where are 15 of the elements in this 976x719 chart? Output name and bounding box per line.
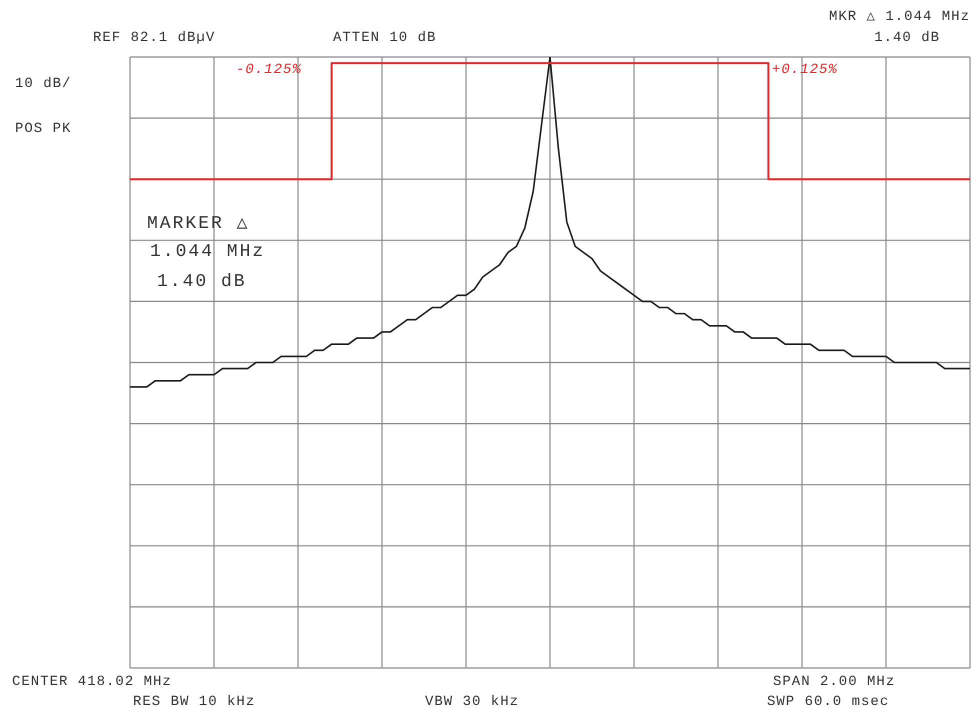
text: REF 82.1 dBµV xyxy=(93,30,216,46)
text: CENTER 418.02 MHz xyxy=(12,674,172,690)
annotation: 1.044 MHz xyxy=(150,242,266,262)
annotation: +0.125% xyxy=(772,62,838,78)
text: SPAN 2.00 MHz xyxy=(773,674,896,690)
text: 1.40 dB xyxy=(874,30,940,46)
text: POS PK xyxy=(15,121,72,137)
text: VBW 30 kHz xyxy=(425,694,520,710)
text: ATTEN 10 dB xyxy=(333,30,436,46)
text: SWP 60.0 msec xyxy=(767,694,890,710)
annotation: -0.125% xyxy=(236,62,302,78)
text: MKR △ 1.044 MHz xyxy=(828,8,970,25)
text: 10 dB/ xyxy=(15,76,72,92)
text: RES BW 10 kHz xyxy=(133,694,256,710)
annotation: 1.40 dB xyxy=(157,272,247,292)
